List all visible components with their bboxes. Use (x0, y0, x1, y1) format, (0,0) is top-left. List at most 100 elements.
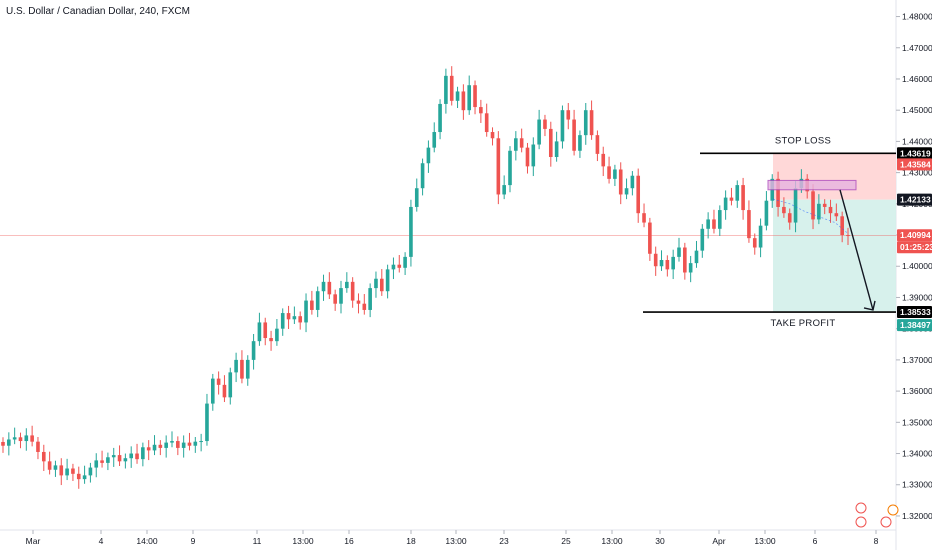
x-tick-label: 14:00 (136, 536, 158, 546)
candle-body (286, 313, 291, 320)
price-tag-label: 1.43619 (900, 148, 931, 158)
candle-body (356, 300, 361, 304)
candle-body (111, 455, 116, 458)
candle-body (776, 178, 780, 207)
candle-body (729, 197, 734, 201)
price-tag (897, 147, 932, 160)
candle-body (379, 278, 384, 292)
candle-body (135, 453, 139, 460)
candle-body (36, 441, 40, 452)
candle-body (187, 442, 192, 446)
candle-body (531, 144, 536, 167)
x-tick-label: 13:00 (601, 536, 623, 546)
candle-body (764, 200, 769, 226)
candle-body (787, 213, 792, 223)
candle-body (141, 447, 145, 460)
candle-body (519, 138, 524, 148)
candle-body (397, 264, 402, 268)
candle-body (735, 185, 740, 201)
take-profit-label: TAKE PROFIT (771, 318, 836, 329)
candle-body (589, 110, 594, 136)
chart-title: U.S. Dollar / Canadian Dollar, 240, FXCM (6, 6, 190, 17)
candle-body (793, 188, 798, 223)
candle-body (234, 359, 238, 373)
x-tick-label: 6 (813, 536, 818, 546)
candle-body (403, 256, 407, 268)
candle-body (240, 359, 244, 379)
candle-body (828, 206, 833, 214)
candle-body (71, 468, 75, 474)
candle-body (292, 316, 297, 320)
candle-body (18, 437, 23, 442)
y-tick-label: 1.47000 (902, 43, 932, 53)
candle-body (455, 91, 460, 101)
candle-body (438, 103, 442, 133)
x-tick-label: 18 (406, 536, 416, 546)
candle-body (205, 403, 209, 442)
candle-body (543, 119, 547, 129)
price-tag-label: 1.38533 (900, 307, 931, 317)
candle-body (752, 238, 757, 248)
canada-flag-icon (855, 502, 867, 514)
candle-body (222, 384, 227, 398)
candle-body (659, 260, 664, 267)
y-tick-label: 1.34000 (902, 449, 932, 459)
y-tick-label: 1.32000 (902, 511, 932, 521)
candle-body (700, 228, 705, 251)
candle-body (694, 250, 699, 264)
candle-body (653, 253, 658, 267)
candle-body (129, 453, 134, 459)
candle-body (94, 460, 99, 468)
candle-body (601, 153, 606, 167)
x-tick-label: 4 (99, 536, 104, 546)
candle-body (304, 300, 308, 323)
reward-zone (773, 199, 896, 313)
candle-body (717, 210, 722, 229)
candle-body (834, 213, 839, 217)
y-tick-label: 1.40000 (902, 261, 932, 271)
candle-body (245, 359, 250, 379)
candle-body (566, 110, 571, 120)
candle-body (374, 278, 378, 289)
candle-body (53, 465, 58, 470)
candle-body (345, 281, 349, 289)
candle-body (146, 447, 151, 451)
candle-body (1, 441, 5, 446)
x-tick-label: 30 (655, 536, 665, 546)
candle-body (251, 341, 256, 360)
x-tick-label: 13:00 (292, 536, 314, 546)
candle-body (210, 378, 215, 404)
x-tick-label: 8 (874, 536, 879, 546)
y-tick-label: 1.46000 (902, 74, 932, 84)
x-tick-label: 9 (191, 536, 196, 546)
x-tick-label: 11 (253, 536, 262, 546)
stop-loss-label: STOP LOSS (775, 135, 831, 146)
price-tag (897, 193, 932, 206)
candle-body (164, 442, 168, 448)
candle-body (391, 264, 396, 270)
candle-body (665, 260, 670, 270)
candle-body (618, 169, 623, 195)
candle-body (683, 247, 687, 273)
candle-body (321, 281, 326, 292)
y-tick-label: 1.48000 (902, 12, 932, 22)
candle-body (449, 75, 454, 101)
candle-body (310, 300, 314, 310)
x-tick-label: Mar (26, 536, 41, 546)
y-tick-label: 1.43000 (902, 168, 932, 178)
candle-body (368, 288, 372, 310)
candle-body (275, 328, 279, 342)
candle-body (502, 185, 506, 195)
candle-body (595, 135, 600, 154)
price-tag (897, 158, 932, 171)
candle-body (88, 467, 93, 476)
candle-body (269, 338, 273, 342)
x-tick-label: 25 (561, 536, 571, 546)
candle-body (607, 166, 611, 179)
us-flag-icon (855, 516, 867, 528)
candle-body (315, 291, 320, 310)
candle-body (484, 113, 489, 133)
candle-body (490, 132, 495, 139)
candle-body (47, 461, 52, 470)
